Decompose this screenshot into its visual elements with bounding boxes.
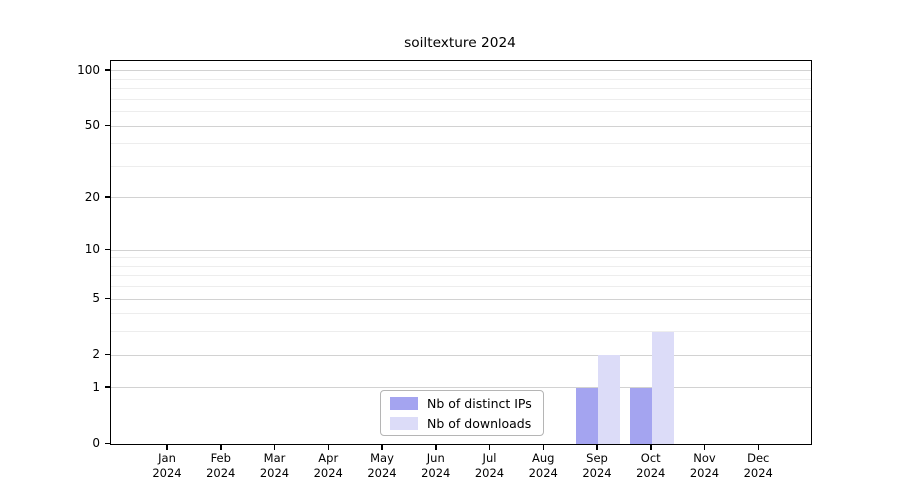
x-axis-tick [166, 444, 168, 450]
y-gridline-minor [111, 275, 811, 277]
x-axis-tick-label: Mar 2024 [259, 451, 290, 480]
y-gridline-major [111, 354, 811, 356]
x-axis-tick-label: Apr 2024 [313, 451, 343, 480]
legend-row: Nb of distinct IPs [381, 395, 543, 411]
plot-area: Nb of distinct IPs Nb of downloads [110, 60, 812, 445]
x-axis-tick [650, 444, 652, 450]
y-gridline-minor [111, 165, 811, 167]
x-axis-tick-label: Aug 2024 [528, 451, 558, 480]
legend-swatch [390, 396, 418, 410]
y-axis-tick [105, 297, 110, 300]
bar-nb-of-downloads-sep [598, 355, 620, 444]
x-axis-tick-label: Nov 2024 [689, 451, 720, 480]
x-axis-tick [435, 444, 437, 450]
y-axis-tick [105, 442, 110, 444]
x-axis-tick-label: May 2024 [367, 451, 397, 480]
y-axis-tick-label: 2 [92, 347, 100, 362]
y-gridline-minor [111, 78, 811, 80]
legend-row: Nb of downloads [381, 415, 543, 431]
y-gridline-minor [111, 265, 811, 267]
x-axis-tick [381, 444, 383, 450]
x-axis-tick-label: Dec 2024 [743, 451, 773, 480]
y-axis-tick [105, 124, 110, 127]
chart-title: soiltexture 2024 [404, 35, 516, 51]
y-axis-tick [105, 353, 110, 356]
bar-nb-of-distinct-ips-oct [629, 387, 652, 444]
x-axis-tick-label: Feb 2024 [206, 451, 236, 480]
x-axis-tick [542, 444, 544, 450]
y-gridline-minor [111, 98, 811, 100]
y-gridline-major [111, 70, 811, 72]
y-axis-tick-label: 0 [92, 436, 100, 450]
x-axis-tick-label: Jun 2024 [421, 451, 451, 480]
y-gridline-minor [111, 331, 811, 333]
legend: Nb of distinct IPs Nb of downloads [380, 390, 544, 436]
y-gridline-major [111, 125, 811, 127]
y-axis-tick [105, 248, 110, 251]
bar-nb-of-downloads-oct [651, 331, 674, 444]
x-axis-tick [757, 444, 759, 450]
y-gridline-major [111, 197, 811, 199]
y-gridline-major [111, 387, 811, 389]
x-axis-tick-label: Oct 2024 [636, 451, 666, 480]
y-gridline-minor [111, 313, 811, 315]
x-axis-tick-label: Jan 2024 [152, 451, 182, 480]
y-axis-tick [105, 69, 110, 71]
y-gridline-minor [111, 111, 811, 113]
legend-label: Nb of downloads [427, 415, 532, 431]
y-axis-tick-label: 100 [77, 62, 100, 77]
y-axis-tick-label: 20 [84, 189, 100, 204]
x-axis-tick [327, 444, 329, 450]
y-gridline-minor [111, 286, 811, 288]
y-axis-tick-label: 50 [84, 118, 100, 133]
x-axis-tick-label: Sep 2024 [582, 451, 612, 480]
y-gridline-minor [111, 143, 811, 145]
x-axis-tick [596, 444, 598, 450]
legend-swatch [390, 416, 418, 430]
y-axis-tick [105, 386, 110, 388]
y-gridline-major [111, 249, 811, 251]
y-axis-tick-label: 1 [92, 379, 100, 394]
y-gridline-minor [111, 88, 811, 90]
y-axis-tick [105, 196, 110, 198]
x-axis-tick [488, 444, 491, 450]
x-axis-tick [703, 444, 706, 450]
y-gridline-minor [111, 257, 811, 259]
y-gridline-major [111, 298, 811, 300]
x-axis-tick [220, 444, 222, 450]
x-axis-tick-label: Jul 2024 [474, 451, 505, 480]
y-axis-tick-label: 10 [84, 242, 100, 257]
y-axis-tick-label: 5 [92, 291, 100, 306]
bar-nb-of-distinct-ips-sep [576, 387, 598, 444]
x-axis-tick [273, 444, 276, 450]
legend-label: Nb of distinct IPs [427, 395, 532, 411]
